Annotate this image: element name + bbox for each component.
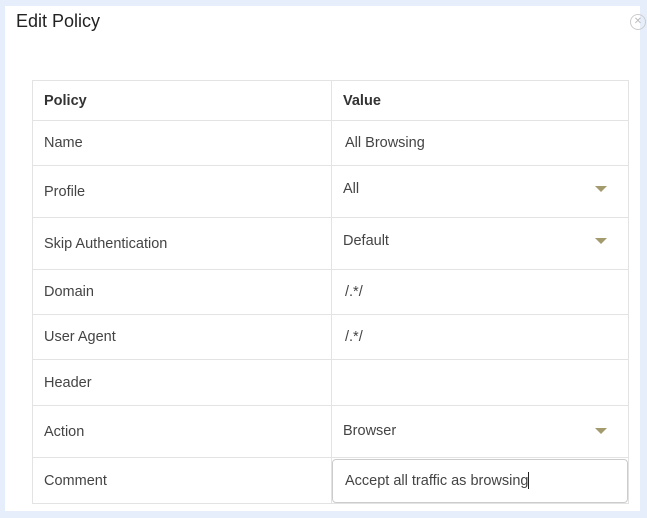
row-label: User Agent: [32, 314, 332, 360]
row-label: Action: [32, 405, 332, 458]
row-label: Header: [32, 359, 332, 406]
row-label: Profile: [32, 165, 332, 218]
row-label: Domain: [32, 269, 332, 315]
table-row-header: Header: [32, 359, 629, 406]
dialog-title: Edit Policy: [16, 11, 101, 31]
chevron-down-icon: [595, 237, 607, 244]
table-row-user-agent: User Agent /.*/: [32, 314, 629, 360]
header-value: Value: [331, 80, 629, 121]
table-row-comment: Comment Accept all traffic as browsing: [32, 457, 629, 504]
profile-select[interactable]: All: [343, 181, 617, 197]
policy-table: Policy Value Name All Browsing Profile A…: [32, 80, 629, 504]
row-label: Comment: [32, 457, 332, 504]
chevron-down-icon: [595, 427, 607, 434]
action-select[interactable]: Browser: [343, 423, 617, 439]
comment-value: Accept all traffic as browsing: [345, 472, 529, 489]
text-cursor: [528, 472, 530, 489]
row-label: Skip Authentication: [32, 217, 332, 270]
chevron-down-icon: [595, 185, 607, 192]
action-value: Browser: [343, 422, 397, 439]
row-label: Name: [32, 120, 332, 166]
skip-auth-value: Default: [343, 232, 389, 249]
name-field[interactable]: All Browsing: [345, 135, 425, 151]
edit-policy-dialog: Edit Policy ✕ Policy Value Name All Brow…: [5, 6, 646, 511]
table-header: Policy Value: [32, 80, 629, 121]
profile-value: All: [343, 180, 360, 197]
domain-field[interactable]: /.*/: [345, 284, 363, 300]
close-icon[interactable]: ✕: [630, 14, 646, 30]
header-field[interactable]: [331, 359, 629, 406]
table-row-action: Action Browser: [32, 405, 629, 458]
header-policy: Policy: [32, 80, 332, 121]
table-row-skip-auth: Skip Authentication Default: [32, 217, 629, 270]
skip-auth-select[interactable]: Default: [343, 233, 617, 249]
user-agent-field[interactable]: /.*/: [345, 329, 363, 345]
table-row-profile: Profile All: [32, 165, 629, 218]
comment-input[interactable]: Accept all traffic as browsing: [332, 458, 628, 503]
table-row-domain: Domain /.*/: [32, 269, 629, 315]
table-row-name: Name All Browsing: [32, 120, 629, 166]
